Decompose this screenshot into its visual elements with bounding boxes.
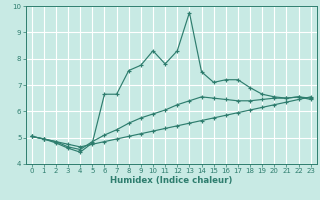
X-axis label: Humidex (Indice chaleur): Humidex (Indice chaleur)	[110, 176, 232, 185]
